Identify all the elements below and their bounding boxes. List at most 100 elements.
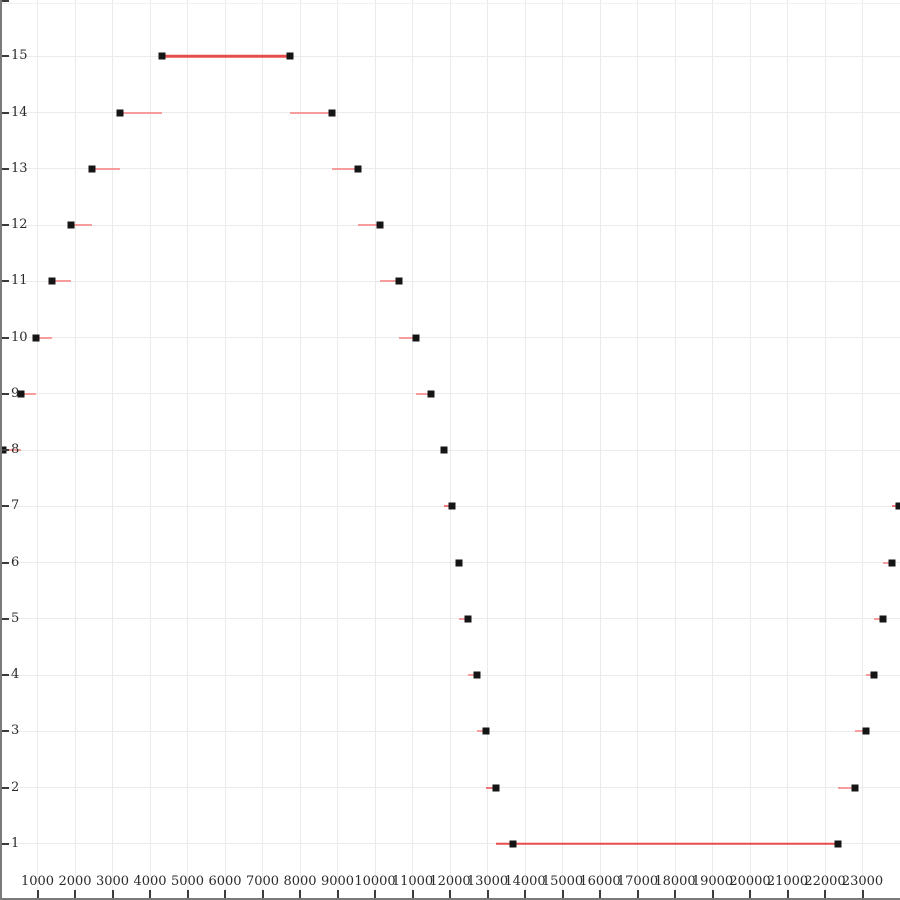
error-segment bbox=[855, 730, 866, 733]
gridline-horizontal bbox=[0, 562, 900, 563]
x-tick bbox=[861, 890, 864, 898]
gridline-horizontal bbox=[0, 449, 900, 451]
data-point-marker bbox=[482, 727, 490, 735]
x-tick bbox=[749, 890, 751, 898]
gridline-horizontal bbox=[0, 168, 900, 170]
error-segment bbox=[36, 336, 52, 339]
x-axis-spine bbox=[0, 898, 900, 900]
y-tick bbox=[2, 224, 9, 226]
error-segment bbox=[92, 167, 121, 170]
data-point-marker bbox=[32, 334, 40, 341]
x-tick-label: 5000 bbox=[170, 874, 205, 889]
error-segment bbox=[865, 674, 875, 676]
y-tick bbox=[2, 617, 9, 620]
y-tick bbox=[2, 336, 9, 339]
x-tick bbox=[786, 890, 789, 898]
y-tick-label: 13 bbox=[11, 160, 28, 176]
x-tick-label: 6000 bbox=[208, 874, 242, 889]
error-segment bbox=[399, 336, 416, 339]
y-tick bbox=[2, 167, 9, 170]
error-segment bbox=[2, 449, 22, 451]
data-point-marker bbox=[376, 221, 384, 229]
error-segment bbox=[70, 224, 93, 226]
x-tick-label: 16000 bbox=[579, 874, 621, 889]
y-tick-label: 14 bbox=[11, 104, 28, 120]
data-point-marker bbox=[448, 502, 456, 510]
x-tick-label: 23000 bbox=[841, 874, 884, 889]
data-point-marker bbox=[116, 109, 124, 116]
x-tick bbox=[711, 890, 714, 898]
data-point-marker bbox=[158, 52, 166, 60]
error-segment bbox=[120, 111, 162, 114]
x-tick-label: 11000 bbox=[391, 874, 434, 889]
y-tick bbox=[2, 730, 9, 733]
data-point-marker bbox=[286, 52, 294, 60]
x-tick bbox=[599, 890, 601, 898]
data-point-marker bbox=[834, 840, 842, 848]
data-point-marker bbox=[48, 277, 56, 285]
data-point-marker bbox=[862, 727, 870, 735]
error-segment bbox=[459, 617, 469, 620]
y-tick-label: 9 bbox=[11, 385, 20, 401]
gridline-horizontal bbox=[0, 55, 900, 57]
x-tick bbox=[486, 890, 489, 898]
y-tick bbox=[2, 505, 9, 508]
data-point-marker bbox=[455, 559, 463, 566]
x-tick bbox=[224, 890, 226, 898]
data-point-marker bbox=[395, 277, 403, 285]
x-tick bbox=[74, 890, 76, 898]
x-tick-label: 7000 bbox=[245, 874, 280, 889]
x-tick-label: 9000 bbox=[320, 874, 355, 889]
data-point-marker bbox=[440, 446, 448, 454]
data-point-marker bbox=[895, 502, 900, 510]
x-tick bbox=[674, 890, 676, 898]
y-tick-label: 12 bbox=[11, 217, 28, 233]
x-tick bbox=[449, 890, 451, 898]
x-tick-label: 18000 bbox=[654, 874, 696, 889]
y-tick bbox=[2, 449, 9, 451]
data-point-marker bbox=[879, 615, 887, 623]
error-segment bbox=[290, 111, 332, 114]
data-point-marker bbox=[328, 109, 336, 116]
data-point-marker bbox=[888, 559, 896, 566]
gridline-horizontal bbox=[0, 843, 900, 845]
x-tick-label: 10000 bbox=[354, 874, 396, 889]
error-segment bbox=[883, 561, 893, 564]
y-tick bbox=[2, 392, 9, 395]
gridline-horizontal bbox=[0, 730, 900, 732]
x-tick bbox=[261, 890, 264, 898]
y-tick bbox=[2, 0, 9, 2]
gridline-horizontal bbox=[0, 674, 900, 676]
data-point-marker bbox=[88, 165, 96, 173]
error-segment bbox=[161, 55, 291, 58]
data-point-marker bbox=[870, 671, 878, 679]
y-tick-label: 3 bbox=[11, 723, 20, 739]
y-tick-label: 11 bbox=[11, 273, 28, 289]
x-tick bbox=[824, 890, 826, 898]
data-point-marker bbox=[67, 221, 75, 229]
data-point-marker bbox=[509, 840, 517, 848]
x-tick-label: 14000 bbox=[504, 874, 546, 889]
x-tick-label: 19000 bbox=[691, 874, 734, 889]
y-tick-label: 8 bbox=[11, 442, 20, 458]
y-tick bbox=[2, 561, 9, 564]
x-tick-label: 8000 bbox=[283, 874, 317, 889]
y-axis-spine bbox=[0, 0, 2, 900]
y-tick-label: 6 bbox=[11, 554, 20, 570]
y-tick-label: 5 bbox=[11, 610, 20, 626]
error-segment bbox=[874, 617, 884, 620]
x-tick-label: 22000 bbox=[804, 874, 846, 889]
y-tick-label: 2 bbox=[11, 779, 20, 795]
y-tick-label: 4 bbox=[11, 667, 20, 683]
gridline-horizontal-top bbox=[0, 3, 900, 4]
y-tick bbox=[2, 280, 9, 283]
gridline-horizontal bbox=[0, 224, 900, 226]
gridline-horizontal bbox=[0, 787, 900, 788]
data-point-marker bbox=[473, 671, 481, 679]
gridline-horizontal bbox=[0, 280, 900, 282]
error-segment bbox=[838, 786, 855, 789]
data-point-marker bbox=[492, 784, 500, 791]
y-tick bbox=[2, 55, 9, 58]
x-tick bbox=[411, 890, 414, 898]
y-tick bbox=[2, 842, 9, 845]
